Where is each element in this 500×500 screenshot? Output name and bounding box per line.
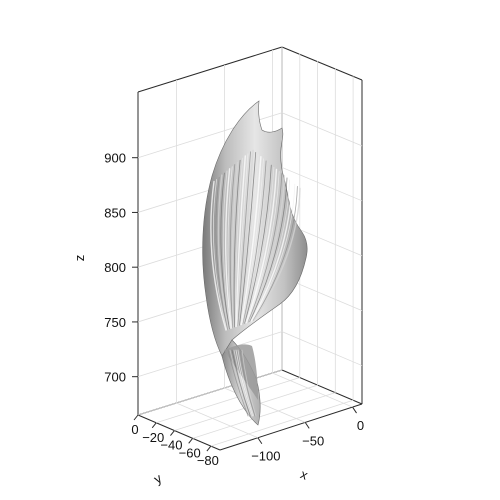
- y-tick-label: −80: [197, 453, 219, 468]
- x-tick-mark: [258, 438, 262, 444]
- y-tick-mark: [170, 431, 174, 436]
- surface-mesh: [203, 101, 308, 425]
- x-tick-label: −100: [251, 449, 280, 464]
- pane-edge-8: [220, 404, 362, 450]
- y-grid-line-floor: [156, 378, 300, 423]
- y-tick-mark: [152, 423, 156, 428]
- z-tick-label: 750: [104, 315, 126, 330]
- y-grid-line-floor: [193, 393, 336, 439]
- z-tick-label: 900: [104, 151, 126, 166]
- pane-edge-3: [282, 47, 362, 80]
- y-tick-mark: [189, 438, 193, 443]
- x-tick-label: −50: [302, 433, 324, 448]
- z-axis-label: z: [72, 255, 87, 262]
- z-grid-line-right: [282, 332, 362, 366]
- x-tick-label: 0: [357, 418, 364, 433]
- z-grid-line-left: [138, 332, 282, 377]
- x-tick-mark: [353, 407, 357, 413]
- pane-edge-6: [282, 370, 362, 404]
- z-grid-line-right: [282, 113, 362, 146]
- y-tick-label: 0: [131, 422, 138, 437]
- y-grid-line-floor: [211, 400, 353, 446]
- x-grid-line-floor: [272, 373, 352, 407]
- z-tick-label: 700: [104, 370, 126, 385]
- y-tick-mark: [134, 415, 138, 420]
- x-tick-mark: [305, 422, 309, 428]
- z-tick-label: 850: [104, 205, 126, 220]
- y-axis-label: y: [151, 470, 165, 486]
- z-tick-label: 800: [104, 260, 126, 275]
- pane-edge-1: [138, 47, 282, 92]
- y-tick-mark: [207, 446, 211, 451]
- x-axis-label: x: [298, 466, 310, 483]
